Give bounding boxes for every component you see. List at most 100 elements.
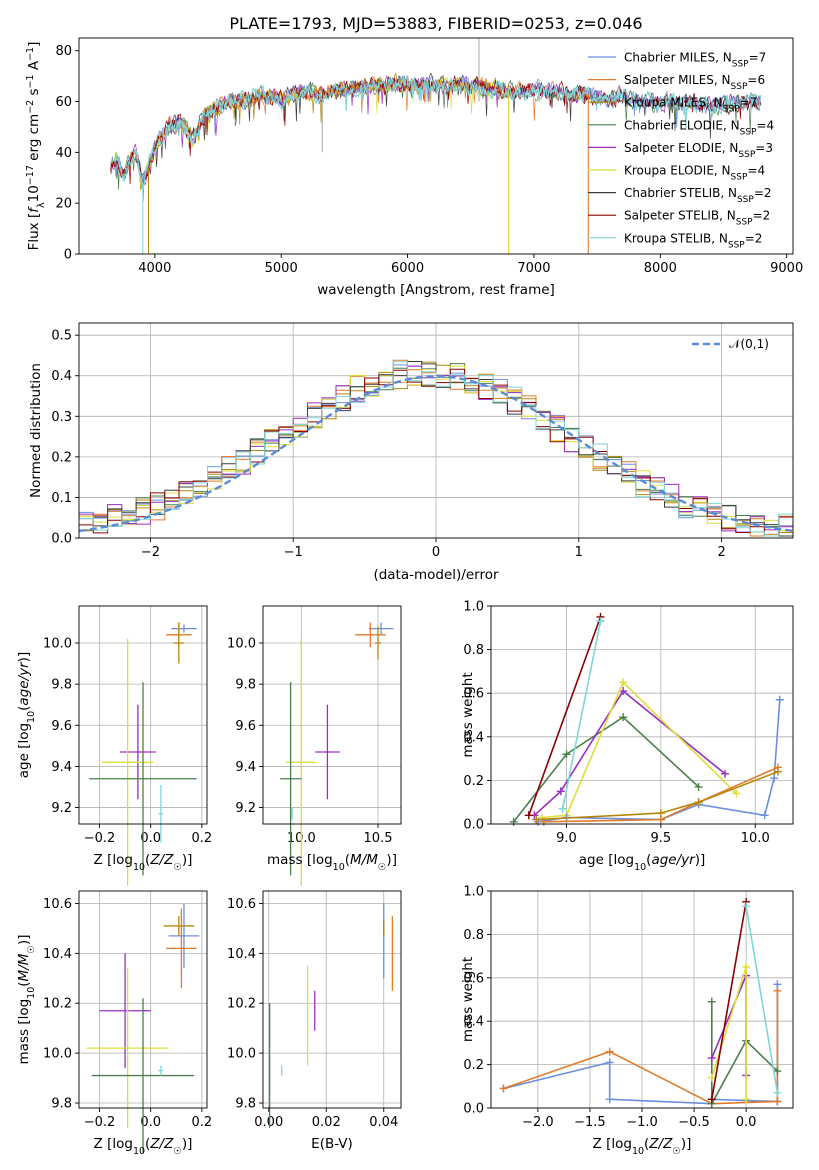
x-tick-label: 5000 <box>265 261 298 276</box>
x-tick-label: 0.0 <box>140 1115 161 1130</box>
weight-line <box>541 680 737 819</box>
x-tick-label: −0.2 <box>84 1115 116 1130</box>
y-tick-label: 20 <box>55 197 72 212</box>
y-tick-label: 9.4 <box>235 760 256 775</box>
y-axis-label: Flux [fλ10−17 erg cm−2 s−1 A−1] <box>25 42 47 251</box>
error-bars <box>268 903 394 1128</box>
weight-marker <box>707 1054 716 1063</box>
y-tick-label: 60 <box>55 95 72 110</box>
weight-marker <box>742 902 751 911</box>
weight-marker <box>605 1047 614 1056</box>
y-tick-label: 10.4 <box>43 947 72 962</box>
weight-marker <box>558 804 567 813</box>
y-tick-label: 0.2 <box>51 450 72 465</box>
x-tick-label: 9000 <box>770 261 803 276</box>
weight-marker <box>499 1084 508 1093</box>
legend-label: Salpeter STELIB, NSSP=2 <box>624 209 770 228</box>
panel-6: −0.2 0.0 0.2 9.8 10.0 10.2 10.4 10.6 Z [log10(Z/… <box>16 890 213 1157</box>
x-tick-label: −0.5 <box>678 1115 710 1130</box>
grid-lines <box>263 606 401 824</box>
y-tick-label: 9.4 <box>51 760 72 775</box>
weight-line <box>503 984 779 1105</box>
axes-frame <box>490 890 794 1109</box>
y-tick-label: 9.8 <box>235 1097 256 1112</box>
y-tick-label: 9.6 <box>51 719 72 734</box>
weight-marker <box>721 769 730 778</box>
weight-marker <box>760 811 769 820</box>
grid-lines <box>263 891 401 1108</box>
x-tick-label: −2 <box>141 545 160 560</box>
histograms <box>79 359 793 537</box>
weight-marker <box>524 811 533 820</box>
y-tick-label: 0 <box>64 248 72 263</box>
spectrum-line <box>110 74 761 202</box>
weight-marker <box>773 986 782 995</box>
error-bars <box>86 903 200 1153</box>
weight-marker <box>707 1095 716 1104</box>
x-tick-label: 0 <box>432 545 440 560</box>
y-tick-label: 80 <box>55 44 72 59</box>
legend-label: Chabrier MILES, NSSP=7 <box>624 51 766 70</box>
y-tick-label: 9.8 <box>235 678 256 693</box>
y-tick-label: 9.2 <box>235 801 256 816</box>
axes-frame <box>490 605 794 825</box>
weight-line <box>513 716 700 823</box>
spectrum-line <box>110 72 510 254</box>
normal-curve <box>79 374 793 533</box>
x-tick-label: 4000 <box>138 261 171 276</box>
weight-line <box>543 766 779 823</box>
y-tick-label: 0.2 <box>463 774 484 789</box>
x-tick-label: 6000 <box>391 261 424 276</box>
weight-marker <box>619 678 628 687</box>
weight-line <box>503 990 779 1105</box>
y-tick-label: 10.4 <box>227 947 256 962</box>
legend-label: Chabrier STELIB, NSSP=2 <box>624 186 772 205</box>
weight-line <box>536 770 779 821</box>
y-tick-label: 0.6 <box>463 687 484 702</box>
x-tick-label: −1.5 <box>574 1115 606 1130</box>
y-tick-label: 0.4 <box>51 369 72 384</box>
y-tick-label: 10.2 <box>43 997 72 1012</box>
x-axis-label: mass [log10(M/M☉)] <box>267 852 397 873</box>
x-tick-label: 0.00 <box>254 1115 283 1130</box>
x-tick-label: −1.0 <box>626 1115 658 1130</box>
x-tick-label: 8000 <box>644 261 677 276</box>
weight-marker <box>707 1073 716 1082</box>
panel-3: −0.2 0.0 0.2 9.2 9.4 9.6 9.8 10.0 Z [log10(Z/Z☉)… <box>16 605 212 886</box>
y-tick-label: 0.1 <box>51 491 72 506</box>
legend-label: Kroupa MILES, NSSP=7 <box>624 96 757 115</box>
y-tick-label: 0.5 <box>51 329 72 344</box>
y-tick-label: 10.2 <box>227 997 256 1012</box>
weight-marker <box>707 997 716 1006</box>
axes-frame <box>262 890 402 1109</box>
weight-marker <box>605 1095 614 1104</box>
y-tick-label: 10.6 <box>43 897 72 912</box>
y-tick-label: 9.8 <box>51 678 72 693</box>
panel-8: −2.0 −1.5 −1.0 −0.5 0.0 0.0 0.2 0.4 0.6 0.8 1.0 Z [… <box>460 885 794 1157</box>
grid-lines <box>79 323 793 539</box>
x-tick-label: 0.2 <box>192 1115 213 1130</box>
grid-lines <box>491 605 793 825</box>
axes-frame <box>78 37 794 255</box>
y-tick-label: 0.8 <box>463 643 484 658</box>
y-tick-label: 0.4 <box>463 1015 484 1030</box>
spectrum-line <box>110 77 510 254</box>
legend-label: Salpeter ELODIE, NSSP=3 <box>624 141 773 160</box>
spectrum-line <box>113 75 762 192</box>
panel-7: 0.00 0.02 0.04 9.8 10.0 10.2 10.4 10.6 E(B-V) <box>227 890 402 1152</box>
x-axis-label: (data-model)/error <box>373 567 499 583</box>
x-axis-label: Z [log10(Z/Z☉)] <box>593 1136 692 1157</box>
weight-marker <box>775 695 784 704</box>
weight-marker <box>619 687 628 696</box>
error-bars <box>89 622 197 886</box>
x-tick-label: 9.5 <box>651 831 672 846</box>
x-tick-label: −1 <box>284 545 303 560</box>
weight-marker <box>605 1058 614 1067</box>
weight-lines <box>499 897 782 1108</box>
grid-lines <box>79 891 207 1108</box>
y-axis-label: Normed distribution <box>28 363 44 498</box>
x-tick-label: 7000 <box>517 261 550 276</box>
spectrum-line <box>110 76 589 254</box>
weight-marker <box>742 962 751 971</box>
